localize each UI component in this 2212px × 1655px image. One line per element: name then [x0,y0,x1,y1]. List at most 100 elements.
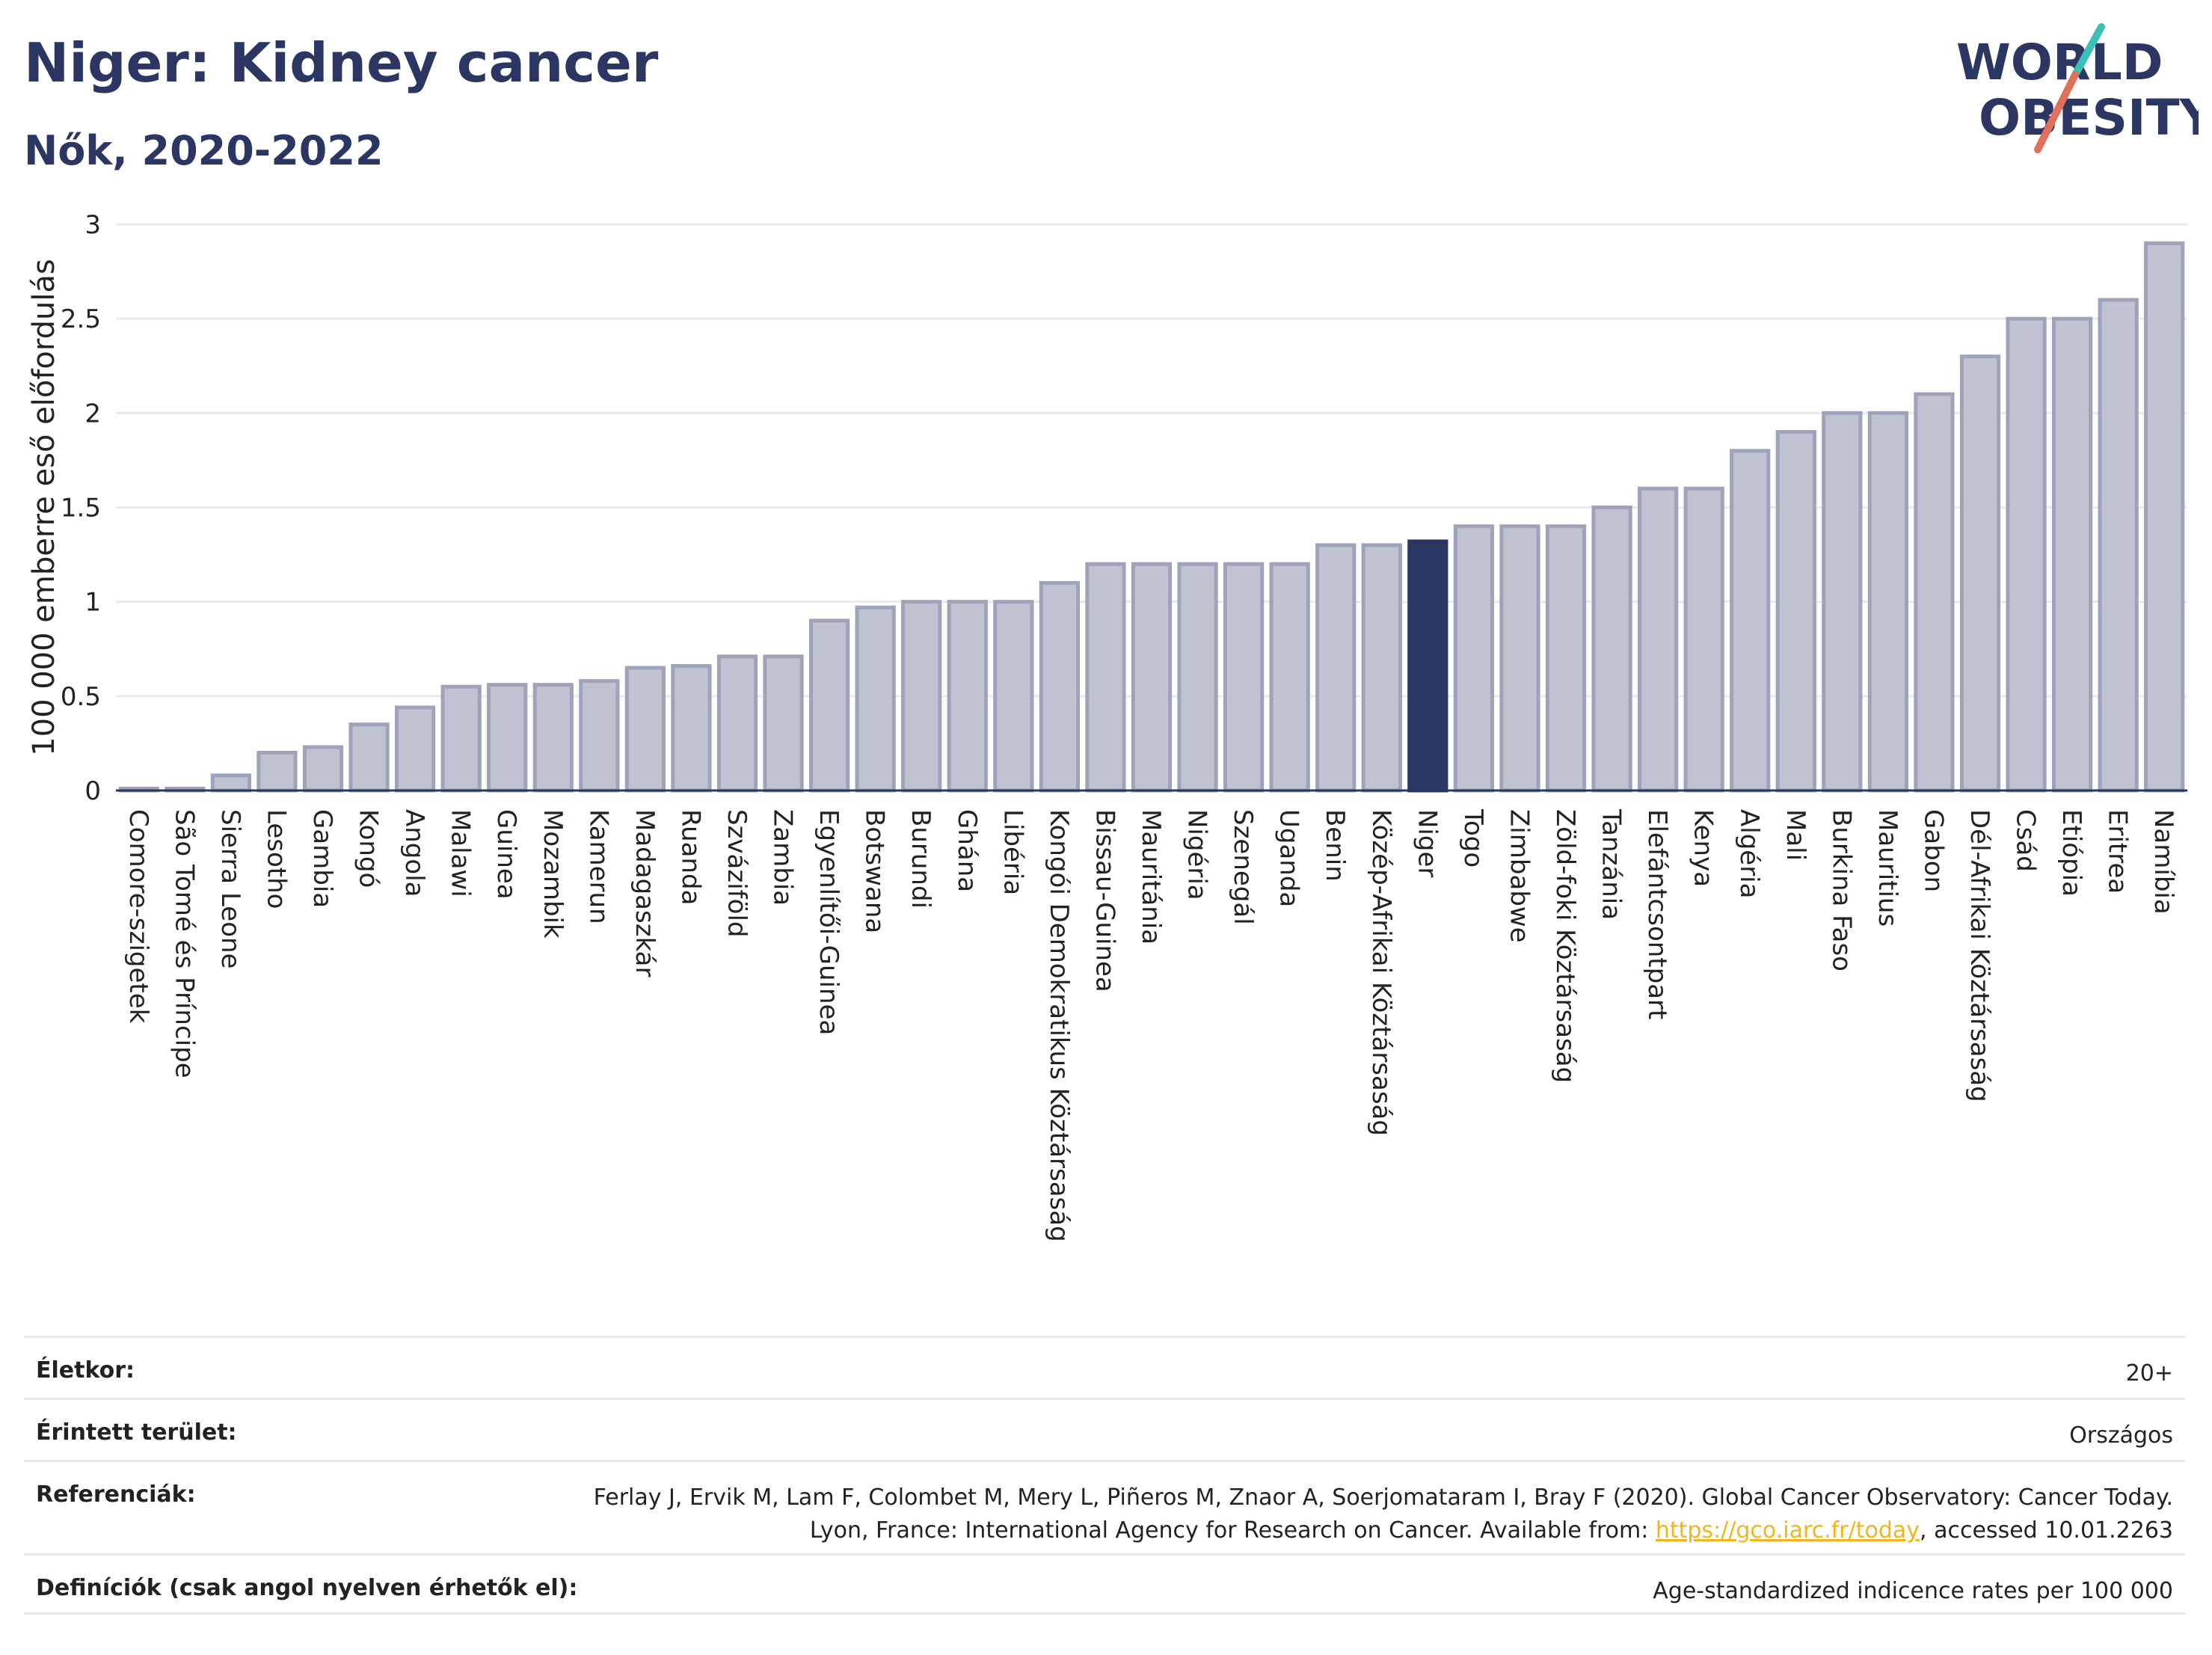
info-row-age: Életkor: 20+ [24,1336,2185,1398]
x-tick-label: Kongói Demokratikus Köztársaság [1044,809,1074,1242]
info-table: Életkor: 20+ Érintett terület: Országos … [24,1336,2185,1615]
x-tick-label: Mozambik [538,809,568,939]
x-tick-label: Mali [1781,809,1810,861]
x-tick-label: Dél-Afrikai Köztársaság [1964,809,1994,1102]
bar [624,666,666,793]
bar [2144,241,2185,793]
bar [1361,543,1402,793]
bar [1822,411,1863,793]
bar [1177,562,1218,793]
reference-text: Ferlay J, Ervik M, Lam F, Colombet M, Me… [593,1484,2173,1544]
x-tick-label: Ghána [952,809,982,892]
x-tick-label: Nigéria [1182,809,1212,900]
bar [2006,316,2047,793]
bar [1039,580,1081,793]
logo-text-line2: OBESITY [1979,89,2199,147]
x-tick-label: Közép-Afrikai Köztársaság [1366,809,1396,1136]
x-tick-label: Uganda [1274,809,1304,907]
x-tick-label: Gabon [1918,809,1948,892]
bar [348,722,390,793]
bar [763,654,804,793]
x-tick-label: Bissau-Guinea [1090,809,1119,992]
x-tick-label: Kenya [1689,809,1718,887]
bar [1223,562,1265,793]
x-tick-label: Namíbia [2148,809,2178,915]
x-tick-label: Zimbabwe [1504,809,1534,943]
bar [2051,316,2093,793]
bar [1269,562,1310,793]
bar [947,600,988,793]
chart-title: Niger: Kidney cancer [24,31,659,94]
logo-slash-teal [2071,23,2105,79]
bar [210,773,252,793]
x-tick-label: Botswana [860,809,890,933]
bar [1499,524,1540,793]
bar [1914,392,1955,793]
y-tick-label: 3 [85,210,101,240]
y-tick-label: 0.5 [61,682,101,712]
x-tick-label: Algéria [1734,809,1764,898]
bar [855,605,896,793]
x-tick-label: Niger [1412,809,1442,877]
info-row-area: Érintett terület: Országos [24,1398,2185,1460]
bar [1453,524,1495,793]
reference-link[interactable]: https://gco.iarc.fr/today [1655,1517,1920,1544]
x-tick-label: Kamerun [583,809,613,924]
x-tick-label: Zambia [768,809,798,906]
info-label-definitions: Definíciók (csak angol nyelven érhetők e… [36,1575,578,1601]
x-tick-label: Szenegál [1228,809,1258,925]
info-value-definitions: Age-standardized indicence rates per 100… [1653,1578,2173,1604]
y-tick-label: 2 [85,399,101,429]
bar [440,684,482,793]
bar [993,600,1034,793]
bar [1959,354,2001,793]
y-tick-label: 1.5 [61,494,101,523]
x-tick-label: Benin [1320,809,1350,882]
bar [579,679,620,793]
x-tick-label: Eritrea [2103,809,2133,894]
info-row-definitions: Definíciók (csak angol nyelven érhetők e… [24,1553,2185,1615]
x-tick-label: Angola [399,809,429,897]
x-tick-label: Csád [2011,809,2041,872]
x-tick-label: Burundi [906,809,936,909]
x-tick-label: Lesotho [261,809,291,909]
bar [1545,524,1587,793]
bar [901,600,942,793]
bar [1085,562,1126,793]
info-label-references: Referenciák: [36,1481,196,1508]
x-tick-label: Comore-szigetek [123,809,153,1024]
x-tick-label: Ruanda [675,809,705,905]
chart-subtitle: Nők, 2020-2022 [24,127,384,174]
x-tick-label: Togo [1458,808,1488,868]
bar [2098,298,2139,793]
bar [1637,486,1679,793]
bar [1591,506,1632,793]
x-tick-label: Gambia [307,809,337,908]
x-tick-label: Burkina Faso [1826,809,1856,971]
bar [1131,562,1173,793]
y-axis-label: 100 000 emberre eső előfordulás [27,259,61,756]
reference-accessed: , accessed 10.01.2263 [1920,1517,2173,1544]
info-value-age: 20+ [2125,1360,2173,1387]
bar [302,745,344,793]
x-tick-label: Libéria [998,809,1027,895]
bar [808,618,850,793]
y-tick-label: 2.5 [61,304,101,334]
x-tick-label: Sierra Leone [215,809,245,968]
x-tick-label: Szváziföld [722,809,752,937]
info-value-area: Országos [2069,1422,2173,1449]
bar [256,751,298,793]
bar [487,683,528,793]
x-tick-label: Tanzánia [1597,808,1626,920]
bar [394,705,436,793]
x-tick-label: Mauritánia [1136,809,1166,945]
bar [532,683,574,793]
bar [1730,449,1771,793]
x-tick-label: Madagaszkár [630,809,660,977]
x-tick-label: Zöld-foki Köztársaság [1550,809,1580,1083]
x-tick-label: Mauritius [1872,809,1902,927]
bar [1775,430,1816,793]
x-tick-label: Etiópia [2056,809,2086,897]
info-value-references: Ferlay J, Ervik M, Lam F, Colombet M, Me… [528,1481,2173,1547]
info-label-area: Érintett terület: [36,1419,237,1446]
